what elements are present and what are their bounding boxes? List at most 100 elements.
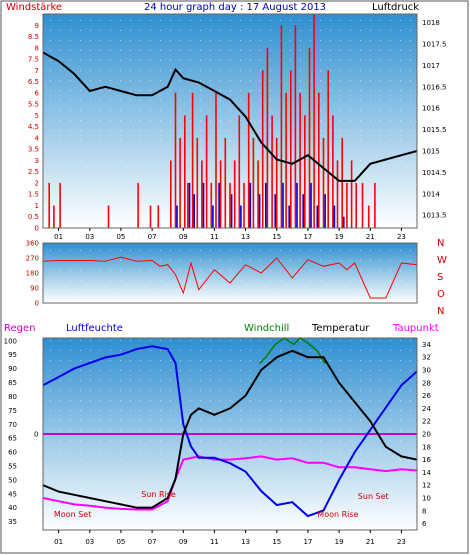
compass-letter: W xyxy=(437,255,447,266)
wind-bar xyxy=(341,137,343,228)
wind-bar xyxy=(157,205,160,228)
wind-tick-label: 6.5 xyxy=(28,78,39,86)
gust-bars xyxy=(176,182,345,228)
humidity-tick-label: 70 xyxy=(8,421,17,429)
wind-tick-label: 1.5 xyxy=(28,191,39,199)
wind-panel-border xyxy=(42,13,418,229)
temperature-line xyxy=(42,349,418,509)
temperature-tick-label: 26 xyxy=(422,392,431,400)
gust-bar xyxy=(316,205,319,228)
wind-bar xyxy=(191,92,194,228)
time-tick-label: 23 xyxy=(397,233,406,241)
gust-bar xyxy=(258,194,261,228)
temperature-panel-border xyxy=(42,337,418,531)
wind-tick-label: 1 xyxy=(35,202,39,210)
gust-bar xyxy=(310,182,312,228)
time-tick-label: 11 xyxy=(210,538,219,546)
direction-tick-label: 180 xyxy=(26,270,39,278)
wind-bar xyxy=(174,92,177,228)
time-tick-label: 15 xyxy=(272,233,281,241)
gust-bar xyxy=(343,216,345,228)
time-tick-label: 01 xyxy=(54,233,63,241)
gust-bar xyxy=(188,182,191,228)
astro-annotation: Moon Set xyxy=(54,510,91,519)
time-axis-upper: 01 03 05 07 09 11 13 15 17 19 21 23 xyxy=(54,228,406,241)
wind-bar xyxy=(196,137,199,228)
wind-tick-label: 6 xyxy=(35,89,40,97)
humidity-tick-label: 85 xyxy=(8,379,17,387)
humidity-tick-label: 35 xyxy=(8,518,17,526)
wind-bar xyxy=(243,182,245,228)
gust-bar xyxy=(176,205,178,228)
wind-tick-label: 0.5 xyxy=(28,213,39,221)
direction-tick-label: 360 xyxy=(26,240,39,248)
time-tick-label: 17 xyxy=(303,233,312,241)
compass-letter: S xyxy=(437,272,443,283)
humidity-tick-label: 65 xyxy=(8,435,17,443)
chart-title: 24 hour graph day : 17 August 2013 xyxy=(144,2,326,13)
gust-bar xyxy=(212,205,214,228)
wind-tick-label: 4.5 xyxy=(28,123,39,131)
temperature-tick-label: 20 xyxy=(422,431,431,439)
humidity-tick-label: 55 xyxy=(8,463,17,471)
gust-bar xyxy=(249,182,252,228)
wind-bar xyxy=(201,160,203,228)
gust-bar xyxy=(265,182,267,228)
pressure-tick-label: 1015.5 xyxy=(422,126,447,134)
wind-bar xyxy=(336,160,339,228)
humidity-temperature-legend: Regen Luftfeuchte Windchill Temperatur T… xyxy=(4,323,439,334)
wind-tick-label: 8 xyxy=(35,44,39,52)
gust-bar xyxy=(240,205,242,228)
wind-bar xyxy=(59,182,61,228)
astro-annotation: Sun Set xyxy=(358,492,389,501)
wind-bar xyxy=(266,47,269,228)
temperature-tick-label: 34 xyxy=(422,341,431,349)
humidity-tick-label: 60 xyxy=(8,449,17,457)
pressure-tick-label: 1018 xyxy=(422,19,440,27)
pressure-tick-label: 1016 xyxy=(422,105,440,113)
time-tick-label: 21 xyxy=(366,538,375,546)
wind-tick-label: 2.5 xyxy=(28,168,39,176)
compass-letter: N xyxy=(437,238,444,249)
time-tick-label: 01 xyxy=(54,538,63,546)
direction-tick-label: 0 xyxy=(35,300,39,308)
wind-tick-label: 3 xyxy=(35,157,39,165)
humidity-tick-label: 50 xyxy=(8,476,17,484)
wind-bar xyxy=(257,160,259,228)
wind-bars xyxy=(48,14,376,228)
astro-annotation: Sun Rise xyxy=(141,490,176,499)
temperature-tick-label: 28 xyxy=(422,379,431,387)
wind-bar xyxy=(107,205,110,228)
pressure-tick-label: 1014 xyxy=(422,190,440,198)
wind-bar xyxy=(355,182,357,228)
gust-bar xyxy=(193,194,195,228)
time-tick-label: 19 xyxy=(335,233,344,241)
legend-windchill: Windchill xyxy=(244,323,289,334)
temperature-tick-label: 12 xyxy=(422,482,431,490)
pressure-tick-label: 1014.5 xyxy=(422,169,447,177)
humidity-tick-label: 100 xyxy=(4,337,17,345)
legend-dewpoint: Taupunkt xyxy=(392,323,439,334)
wind-tick-label: 4 xyxy=(35,134,40,142)
wind-bar xyxy=(318,92,320,228)
wind-bar xyxy=(308,47,311,228)
compass-letter: N xyxy=(437,306,444,317)
humidity-line xyxy=(42,345,418,518)
wind-tick-label: 3.5 xyxy=(28,146,39,154)
wind-bar xyxy=(215,92,217,228)
gust-bar xyxy=(333,205,336,228)
wind-pressure-panel: 0 0.5 1 1.5 2 2.5 3 3.5 4 4.5 5 5.5 6 6.5 7 7.5 8 8.5 9 10… xyxy=(28,13,447,233)
header-right-label: Luftdruck xyxy=(372,2,419,13)
wind-tick-label: 5 xyxy=(35,112,39,120)
humidity-tick-label: 95 xyxy=(8,351,17,359)
wind-tick-label: 0 xyxy=(35,225,39,233)
time-tick-label: 05 xyxy=(116,233,125,241)
header-left-label: Windstärke xyxy=(6,2,62,13)
time-tick-label: 15 xyxy=(272,538,281,546)
pressure-tick-label: 1015 xyxy=(422,148,440,156)
